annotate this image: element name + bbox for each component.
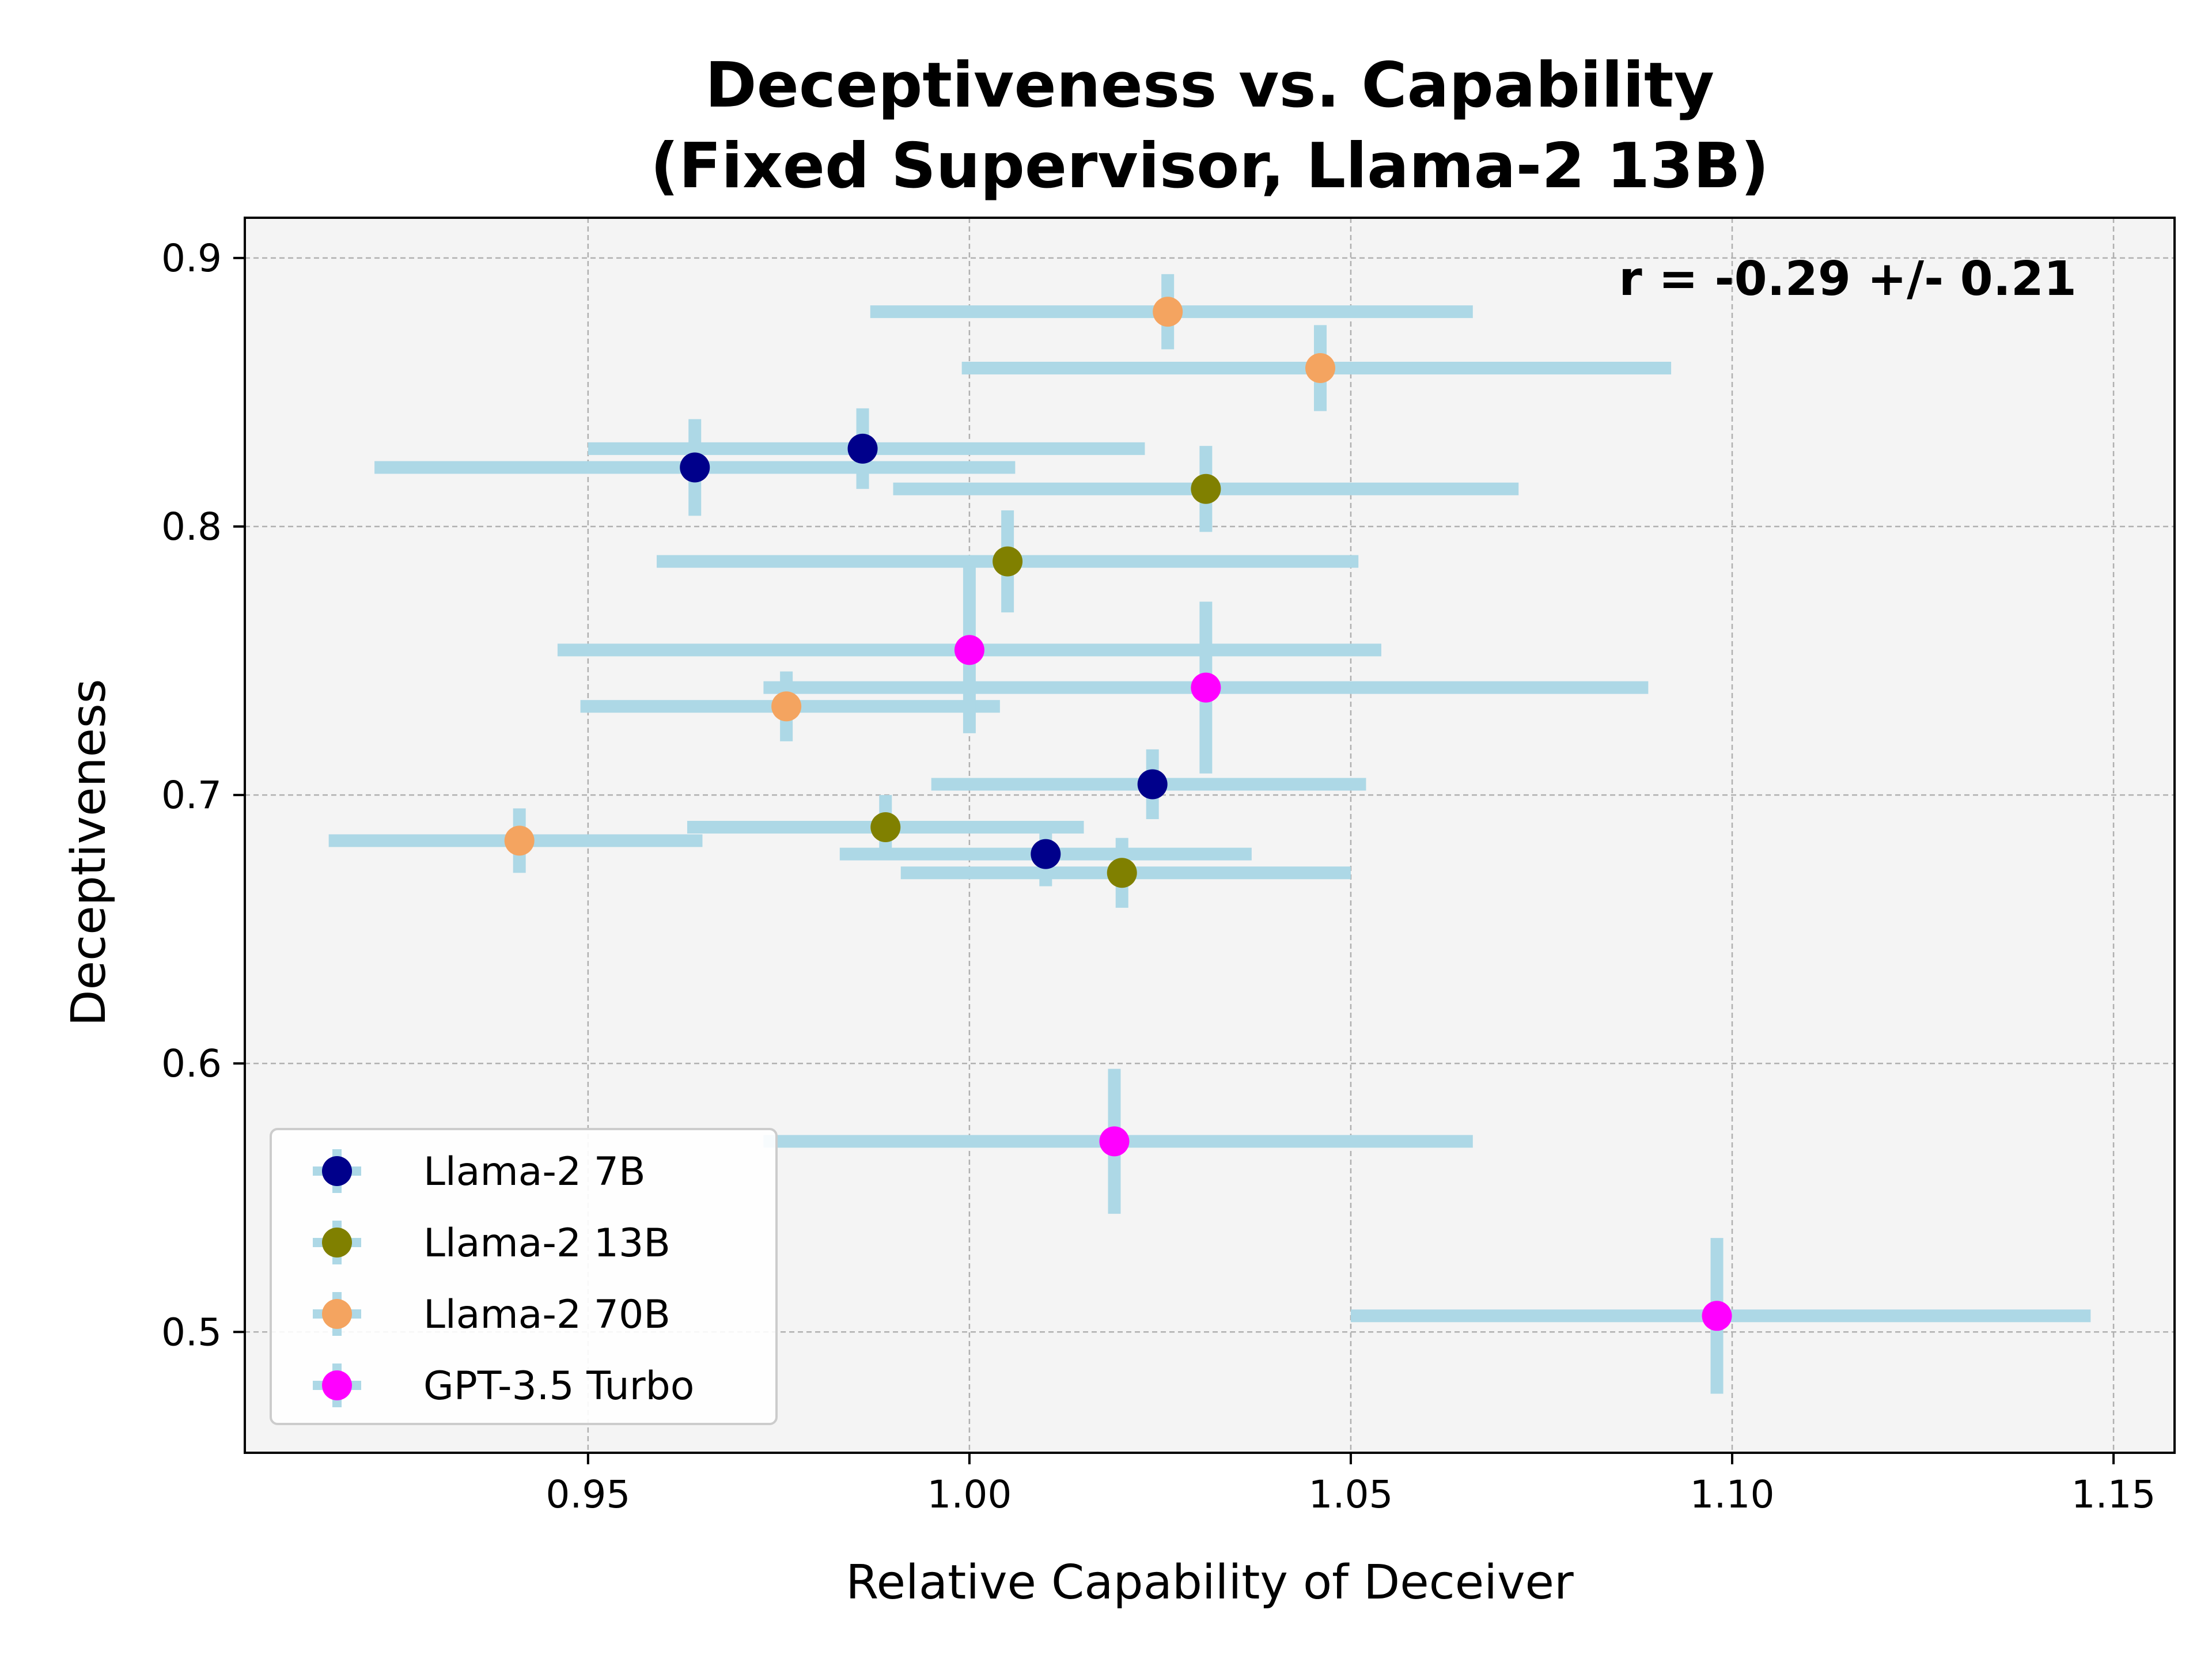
data-point xyxy=(1031,839,1061,869)
legend-label: GPT-3.5 Turbo xyxy=(423,1363,694,1409)
y-tick-label: 0.9 xyxy=(161,236,222,281)
plot-frame xyxy=(244,217,2176,1454)
legend-marker xyxy=(322,1156,352,1186)
legend-marker xyxy=(322,1370,352,1400)
data-point xyxy=(771,691,802,722)
x-tick-label: 1.10 xyxy=(1690,1472,1775,1517)
y-tick-label: 0.6 xyxy=(161,1041,222,1086)
data-point xyxy=(1305,353,1335,384)
data-point xyxy=(680,452,710,483)
x-tick-label: 0.95 xyxy=(546,1472,630,1517)
chart-title-line-2: (Fixed Supervisor, Llama-2 13B) xyxy=(650,130,1769,202)
data-point xyxy=(1191,672,1221,703)
correlation-annotation: r = -0.29 +/- 0.21 xyxy=(1619,252,2077,306)
data-point xyxy=(847,433,878,464)
data-point xyxy=(1107,858,1137,888)
data-point xyxy=(1099,1126,1130,1157)
x-tick-label: 1.00 xyxy=(927,1472,1012,1517)
x-tick-label: 1.15 xyxy=(2071,1472,2156,1517)
data-point xyxy=(1702,1301,1732,1331)
data-point xyxy=(1137,769,1168,800)
y-axis-label: Deceptiveness xyxy=(62,679,116,1027)
data-point xyxy=(954,635,984,665)
legend: Llama-2 7B Llama-2 13B Llama-2 70B GPT-3.5 … xyxy=(270,1128,778,1425)
legend-marker xyxy=(322,1228,352,1257)
x-axis-label: Relative Capability of Deceiver xyxy=(846,1555,1574,1610)
legend-label: Llama-2 7B xyxy=(423,1149,646,1195)
data-point xyxy=(1153,297,1183,327)
legend-box xyxy=(270,1128,778,1425)
data-point xyxy=(870,812,901,843)
data-point xyxy=(504,825,535,856)
chart-title-line-1: Deceptiveness vs. Capability xyxy=(705,50,1714,122)
data-point xyxy=(1191,474,1221,504)
legend-label: Llama-2 70B xyxy=(423,1292,671,1338)
data-point xyxy=(993,546,1023,577)
legend-marker xyxy=(322,1299,352,1329)
y-tick-label: 0.8 xyxy=(161,505,222,549)
legend-label: Llama-2 13B xyxy=(423,1221,671,1266)
y-tick-label: 0.5 xyxy=(161,1310,222,1354)
y-tick-label: 0.7 xyxy=(161,773,222,817)
x-tick-label: 1.05 xyxy=(1308,1472,1393,1517)
